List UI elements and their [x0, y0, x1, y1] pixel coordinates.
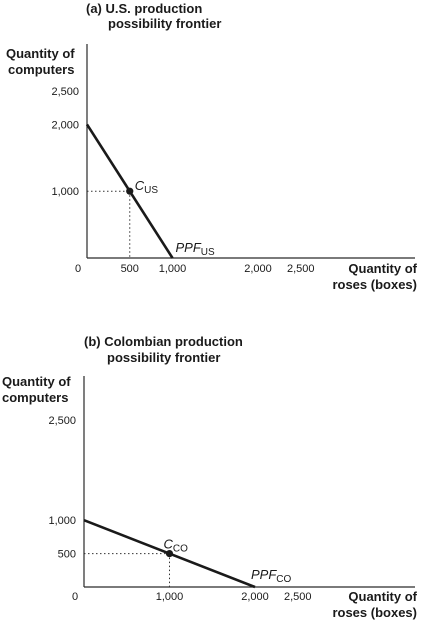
- panel-b-y-tick-label: 500: [58, 549, 76, 561]
- panel-a-x-tick-label: 500: [121, 263, 139, 275]
- panel-a-title-line1: (a) U.S. production: [86, 1, 202, 16]
- panel-b-x-tick-label: 2,500: [284, 591, 312, 603]
- panel-a-ylabel-line2: computers: [8, 62, 74, 77]
- panel-a-point-label: CUS: [135, 178, 159, 196]
- panel-a-x-tick-label: 2,000: [244, 263, 272, 275]
- panel-a: (a) U.S. production possibility frontier…: [6, 1, 418, 292]
- panel-a-x-tick-label: 1,000: [159, 263, 187, 275]
- panel-b: (b) Colombian production possibility fro…: [2, 334, 418, 620]
- panel-b-x-tick-label: 2,000: [241, 591, 269, 603]
- panel-b-y-tick-label: 2,500: [48, 415, 76, 427]
- panel-b-point-marker: [165, 550, 174, 558]
- panel-a-ppf-label: PPFUS: [176, 240, 216, 258]
- panel-b-ylabel-line2: computers: [2, 390, 68, 405]
- panel-a-origin-label: 0: [75, 263, 81, 275]
- panel-b-y-tick-label: 1,000: [48, 515, 76, 527]
- panel-b-title-line1: (b) Colombian production: [84, 334, 243, 349]
- panel-b-title-line2: possibility frontier: [107, 350, 220, 365]
- panel-a-plot: 1,000 2,000 2,500 500 1,000 2,000 2,500 PPFUS CU…: [51, 44, 415, 275]
- panel-b-xlabel-line2: roses (boxes): [332, 605, 417, 620]
- panel-a-title-line2: possibility frontier: [108, 16, 221, 31]
- panel-a-x-tick-label: 2,500: [287, 263, 315, 275]
- panel-a-y-tick-label: 1,000: [51, 186, 79, 198]
- panel-b-ylabel-line1: Quantity of: [2, 374, 71, 389]
- panel-a-xlabel-line2: roses (boxes): [332, 277, 417, 292]
- panel-a-y-tick-label: 2,000: [51, 119, 79, 131]
- panel-b-xlabel-line1: Quantity of: [348, 589, 417, 604]
- panel-a-point-marker: [126, 187, 134, 195]
- panel-a-ylabel-line1: Quantity of: [6, 46, 75, 61]
- panel-b-origin-label: 0: [72, 591, 78, 603]
- panel-b-ppf-label: PPFCO: [251, 567, 292, 585]
- panel-b-x-tick-label: 1,000: [156, 591, 184, 603]
- panel-a-y-tick-label: 2,500: [51, 86, 79, 98]
- panel-a-xlabel-line1: Quantity of: [348, 261, 417, 276]
